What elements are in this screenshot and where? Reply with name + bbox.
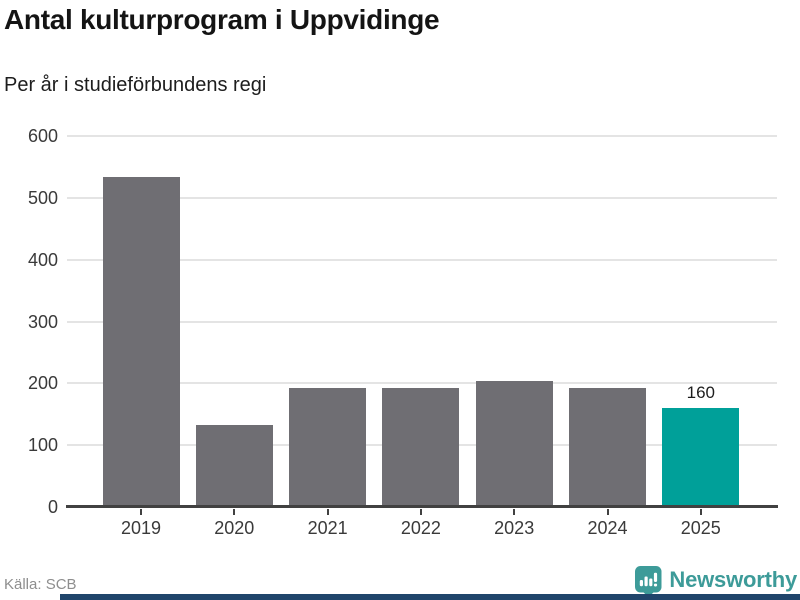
x-tick-label-2019: 2019 [120, 518, 162, 538]
bar-2020 [195, 424, 273, 507]
brand-name: Newsworthy [669, 567, 797, 592]
gridline-600 [67, 135, 777, 137]
y-tick-label-100: 100 [27, 435, 58, 456]
x-tick-label-2023: 2023 [494, 518, 535, 538]
bottom-accent-bar [60, 594, 800, 600]
x-tick-mark-2019 [140, 509, 142, 515]
gridline-200 [67, 382, 777, 385]
chart-title: Antal kulturprogram i Uppvidinge [4, 4, 440, 35]
x-axis-line [66, 505, 778, 508]
x-tick-mark-2022 [419, 509, 422, 515]
bar-2023 [475, 380, 553, 507]
x-tick-mark-2025 [699, 509, 702, 515]
y-tick-label-400: 400 [27, 249, 58, 270]
bar-2019 [102, 176, 180, 507]
y-tick-label-300: 300 [27, 311, 58, 332]
y-tick-label-500: 500 [27, 187, 58, 208]
x-tick-label-2022: 2022 [400, 518, 441, 538]
gridline-300 [67, 320, 777, 323]
newsworthy-logo-link[interactable]: Newsworthy [635, 566, 797, 597]
y-tick-label-200: 200 [27, 373, 58, 394]
y-tick-label-0: 0 [47, 497, 58, 517]
bar-2021 [289, 387, 367, 507]
bar-2024 [569, 387, 646, 507]
x-tick-label-2021: 2021 [307, 518, 348, 538]
bar-2025 [662, 408, 740, 507]
x-tick-label-2025: 2025 [680, 518, 721, 538]
x-tick-mark-2020 [233, 509, 236, 515]
gridline-400 [67, 258, 777, 261]
x-tick-mark-2023 [513, 509, 516, 515]
bar-value-label: 160 [686, 383, 715, 403]
x-tick-label-2020: 2020 [214, 518, 255, 538]
y-tick-label-600: 600 [27, 126, 58, 146]
x-tick-label-2024: 2024 [587, 518, 628, 538]
bar-2022 [382, 388, 460, 507]
source-text: Källa: SCB [4, 576, 77, 593]
x-tick-mark-2021 [326, 509, 329, 515]
x-tick-mark-2024 [606, 509, 609, 515]
chart-subtitle: Per år i studieförbundens regi [4, 74, 267, 96]
bar-chart-bubble-icon [635, 566, 662, 597]
gridline-500 [67, 196, 777, 199]
